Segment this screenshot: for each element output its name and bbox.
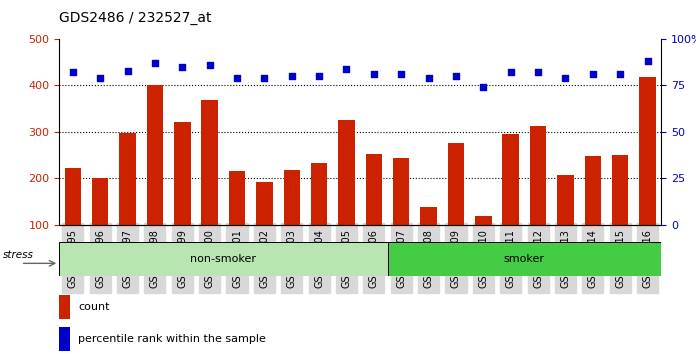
Point [505, 69, 516, 75]
Text: count: count [79, 302, 110, 312]
Point [615, 72, 626, 77]
Bar [311, 164, 327, 225]
Bar [448, 143, 464, 225]
Point [368, 72, 379, 77]
Point [477, 84, 489, 90]
Point [177, 64, 188, 70]
Bar [256, 182, 273, 225]
Bar [640, 77, 656, 225]
Point [122, 68, 133, 73]
Bar [388, 242, 661, 276]
Bar [120, 133, 136, 225]
Bar [283, 170, 300, 225]
Point [68, 69, 79, 75]
Bar [475, 216, 491, 225]
Text: percentile rank within the sample: percentile rank within the sample [79, 334, 267, 344]
Bar [530, 126, 546, 225]
Text: smoker: smoker [504, 254, 545, 264]
Bar [585, 156, 601, 225]
Bar [201, 100, 218, 225]
Bar [393, 158, 409, 225]
Point [560, 75, 571, 81]
Bar [59, 327, 70, 351]
Text: stress: stress [3, 250, 34, 260]
Bar [65, 168, 81, 225]
Bar [612, 155, 628, 225]
Point [532, 69, 544, 75]
Point [204, 62, 215, 68]
Point [150, 60, 161, 66]
Bar [420, 207, 437, 225]
Point [395, 72, 406, 77]
Bar [59, 295, 70, 319]
Bar [174, 122, 191, 225]
Point [341, 66, 352, 72]
Text: non-smoker: non-smoker [190, 254, 256, 264]
Text: GDS2486 / 232527_at: GDS2486 / 232527_at [59, 11, 212, 25]
Point [314, 73, 325, 79]
Bar [59, 242, 388, 276]
Bar [557, 175, 574, 225]
Point [232, 75, 243, 81]
Bar [229, 171, 245, 225]
Bar [365, 154, 382, 225]
Point [423, 75, 434, 81]
Point [95, 75, 106, 81]
Point [259, 75, 270, 81]
Bar [338, 120, 355, 225]
Point [642, 58, 653, 64]
Point [286, 73, 297, 79]
Bar [503, 134, 519, 225]
Point [587, 72, 599, 77]
Bar [92, 178, 109, 225]
Point [450, 73, 461, 79]
Bar [147, 85, 163, 225]
